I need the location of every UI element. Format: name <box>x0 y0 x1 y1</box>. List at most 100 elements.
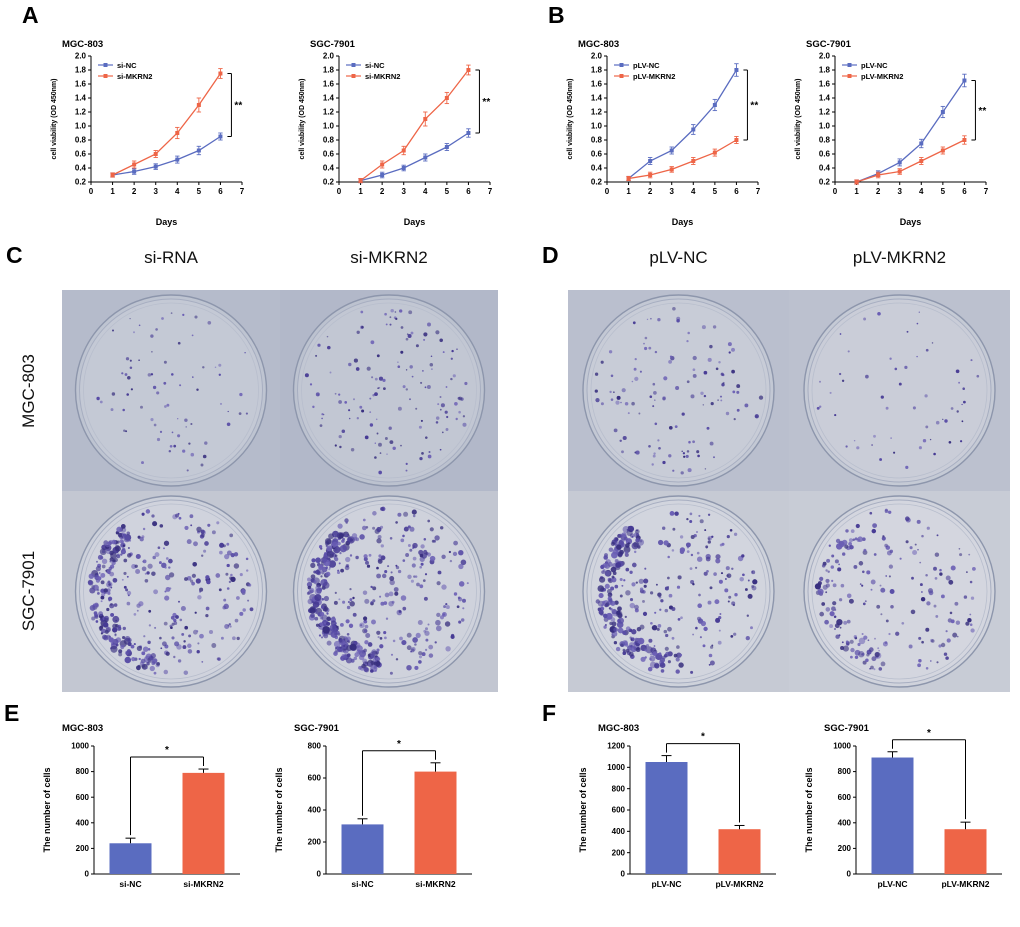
colony-dish-c-sgc7901-si-rna <box>62 491 280 692</box>
svg-text:1: 1 <box>110 187 115 196</box>
svg-text:1.4: 1.4 <box>75 94 87 103</box>
svg-text:1.8: 1.8 <box>75 66 87 75</box>
svg-text:Days: Days <box>672 217 694 227</box>
svg-text:si-MKRN2: si-MKRN2 <box>183 879 223 889</box>
svg-text:4: 4 <box>423 187 428 196</box>
svg-text:2: 2 <box>876 187 881 196</box>
svg-text:1.2: 1.2 <box>323 108 335 117</box>
svg-text:400: 400 <box>308 806 322 815</box>
svg-text:**: ** <box>482 97 490 108</box>
svg-text:pLV-NC: pLV-NC <box>877 879 907 889</box>
panel-f-label: F <box>542 700 557 726</box>
svg-text:pLV-NC: pLV-NC <box>633 61 660 70</box>
svg-text:0: 0 <box>89 187 94 196</box>
svg-text:SGC-7901: SGC-7901 <box>294 723 340 734</box>
svg-text:2.0: 2.0 <box>323 52 335 61</box>
svg-text:2.0: 2.0 <box>819 52 831 61</box>
svg-text:*: * <box>165 745 169 756</box>
svg-text:1000: 1000 <box>607 763 625 772</box>
panel-c-col-header-si-rna: si-RNA <box>144 248 198 267</box>
svg-text:1.4: 1.4 <box>591 94 603 103</box>
svg-text:Days: Days <box>900 217 922 227</box>
svg-text:400: 400 <box>612 827 626 836</box>
svg-text:0.4: 0.4 <box>819 164 831 173</box>
svg-text:*: * <box>701 732 705 743</box>
svg-text:0.2: 0.2 <box>591 178 603 187</box>
svg-text:MGC-803: MGC-803 <box>62 39 103 50</box>
svg-text:pLV-MKRN2: pLV-MKRN2 <box>633 72 675 81</box>
svg-text:1.0: 1.0 <box>591 122 603 131</box>
svg-text:600: 600 <box>76 793 90 802</box>
svg-text:1.0: 1.0 <box>323 122 335 131</box>
svg-text:0: 0 <box>337 187 342 196</box>
svg-text:**: ** <box>750 101 758 112</box>
colony-dish-d-sgc7901-plv-nc <box>568 491 789 692</box>
panel-d-col-header-plv-mkrn2: pLV-MKRN2 <box>852 248 947 267</box>
svg-text:6: 6 <box>734 187 739 196</box>
colony-dish-c-mgc803-si-rna <box>62 290 280 491</box>
svg-text:0: 0 <box>621 870 626 879</box>
svg-text:200: 200 <box>612 848 626 857</box>
colony-dish-c-mgc803-si-mkrn2 <box>280 290 498 491</box>
svg-text:0: 0 <box>847 870 852 879</box>
svg-text:800: 800 <box>612 784 626 793</box>
svg-text:si-MKRN2: si-MKRN2 <box>415 879 455 889</box>
line-chart-b-mgc803: MGC-803 0 1 2 3 4 5 6 7 0.2 0.4 0.6 0.8 1.0 1.2 1.4 1.6 1… <box>567 39 761 227</box>
panel-d-label: D <box>542 242 559 268</box>
svg-text:1.6: 1.6 <box>819 80 831 89</box>
svg-text:600: 600 <box>308 774 322 783</box>
svg-text:0: 0 <box>833 187 838 196</box>
svg-text:0.6: 0.6 <box>75 150 87 159</box>
svg-text:7: 7 <box>756 187 761 196</box>
svg-text:6: 6 <box>218 187 223 196</box>
svg-text:1.6: 1.6 <box>75 80 87 89</box>
colony-dish-d-mgc803-plv-mkrn2 <box>789 290 1010 491</box>
svg-text:0.6: 0.6 <box>591 150 603 159</box>
bar-chart-e-mgc803: MGC-803 0 200 400 600 800 1000 The number of ce… <box>42 723 240 889</box>
svg-text:7: 7 <box>984 187 989 196</box>
panel-a-label: A <box>22 2 39 28</box>
svg-text:0.4: 0.4 <box>75 164 87 173</box>
svg-text:si-NC: si-NC <box>351 879 373 889</box>
svg-text:1: 1 <box>358 187 363 196</box>
svg-text:pLV-MKRN2: pLV-MKRN2 <box>715 879 763 889</box>
svg-text:MGC-803: MGC-803 <box>578 39 619 50</box>
bar-chart-f-mgc803: MGC-803 0 200 400 600 800 1000 1200 The number o… <box>578 723 776 889</box>
svg-text:5: 5 <box>713 187 718 196</box>
svg-text:The number of cells: The number of cells <box>804 767 814 852</box>
svg-text:3: 3 <box>669 187 674 196</box>
colony-dish-d-mgc803-plv-nc <box>568 290 789 491</box>
svg-text:1.6: 1.6 <box>323 80 335 89</box>
svg-text:1.2: 1.2 <box>819 108 831 117</box>
svg-text:0.4: 0.4 <box>591 164 603 173</box>
row-label-mgc803: MGC-803 <box>19 354 38 428</box>
svg-text:0.4: 0.4 <box>323 164 335 173</box>
svg-text:4: 4 <box>691 187 696 196</box>
svg-text:0: 0 <box>85 870 90 879</box>
svg-text:0.2: 0.2 <box>323 178 335 187</box>
svg-text:0.2: 0.2 <box>819 178 831 187</box>
svg-text:si-NC: si-NC <box>119 879 141 889</box>
svg-text:The number of cells: The number of cells <box>578 767 588 852</box>
svg-text:MGC-803: MGC-803 <box>62 723 103 734</box>
bar-chart-f-sgc7901: SGC-7901 0 200 400 600 800 1000 The number of c… <box>804 723 1002 889</box>
svg-text:200: 200 <box>308 838 322 847</box>
svg-text:cell viability (OD 450nm): cell viability (OD 450nm) <box>567 79 574 160</box>
svg-text:pLV-NC: pLV-NC <box>651 879 681 889</box>
svg-text:1.2: 1.2 <box>591 108 603 117</box>
svg-text:cell viability (OD 450nm): cell viability (OD 450nm) <box>795 79 802 160</box>
svg-text:1: 1 <box>626 187 631 196</box>
svg-text:The number of cells: The number of cells <box>274 767 284 852</box>
line-chart-b-sgc7901: SGC-7901 0 1 2 3 4 5 6 7 0.2 0.4 0.6 0.8 1.0 1.2 1.4 1.6… <box>795 39 989 227</box>
svg-text:1.4: 1.4 <box>323 94 335 103</box>
panel-e-label: E <box>4 700 20 726</box>
svg-text:0.6: 0.6 <box>819 150 831 159</box>
svg-text:3: 3 <box>401 187 406 196</box>
svg-text:2: 2 <box>380 187 385 196</box>
svg-text:0: 0 <box>605 187 610 196</box>
svg-text:600: 600 <box>612 806 626 815</box>
row-label-sgc7901: SGC-7901 <box>19 550 38 632</box>
colony-dish-d-sgc7901-plv-mkrn2 <box>789 491 1010 692</box>
svg-text:1200: 1200 <box>607 742 625 751</box>
